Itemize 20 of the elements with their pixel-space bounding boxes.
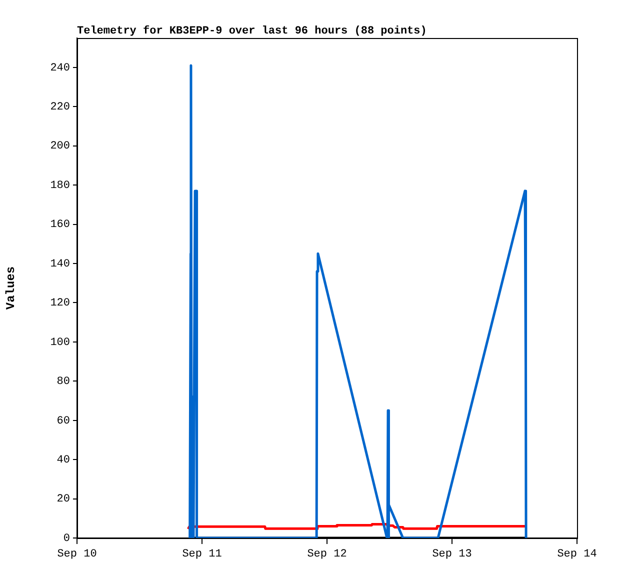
chart-title: Telemetry for KB3EPP-9 over last 96 hours (88 points): [77, 24, 427, 38]
y-tick-label: 20: [56, 494, 70, 506]
y-tick-label: 240: [50, 62, 70, 74]
y-tick-label: 180: [50, 180, 70, 192]
y-tick-label: 200: [50, 140, 70, 153]
y-tick-label: 100: [50, 336, 70, 349]
y-tick-label: 40: [56, 454, 70, 466]
x-tick-label: Sep 10: [57, 548, 97, 561]
y-tick-label: 60: [56, 415, 70, 428]
y-tick-label: 160: [50, 219, 70, 232]
y-tick-label: 80: [56, 376, 70, 388]
y-tick-label: 140: [50, 258, 70, 270]
y-axis-title: Values: [4, 266, 18, 310]
x-tick-label: Sep 13: [432, 548, 472, 561]
y-tick-label: 120: [50, 298, 70, 310]
x-tick-label: Sep 14: [557, 548, 598, 561]
x-tick-label: Sep 11: [182, 548, 222, 561]
y-tick-label: 220: [50, 102, 70, 114]
y-tick-label: 0: [63, 532, 70, 545]
x-tick-label: Sep 12: [307, 548, 347, 561]
